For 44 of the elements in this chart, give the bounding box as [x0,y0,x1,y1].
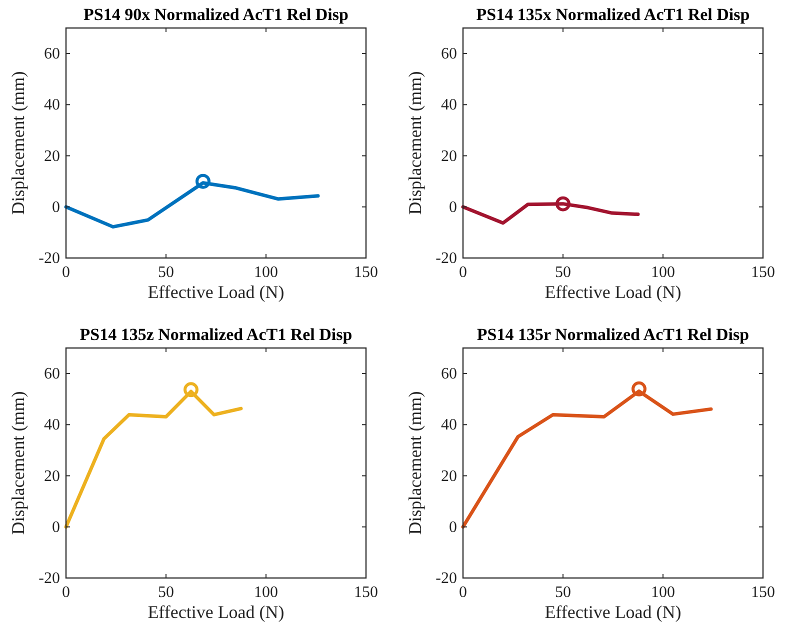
chart-title: PS14 135z Normalized AcT1 Rel Disp [80,325,352,344]
y-tick-label: -20 [38,250,60,267]
x-tick-label: 100 [651,584,675,601]
x-axis-title: Effective Load (N) [148,282,284,302]
x-tick-label: 100 [254,584,278,601]
y-tick-label: 0 [52,198,60,216]
y-tick-label: -20 [38,570,60,587]
chart-title: PS14 135x Normalized AcT1 Rel Disp [476,5,750,24]
y-tick-label: 0 [449,518,457,536]
y-axis-title: Displacement (mm) [405,391,425,535]
x-tick-label: 50 [158,264,174,281]
x-tick-label: 150 [751,264,775,281]
y-tick-label: 40 [44,96,60,114]
y-axis-title: Displacement (mm) [8,391,28,535]
x-axis-title: Effective Load (N) [544,282,682,302]
y-tick-label: 20 [441,148,457,165]
x-tick-label: 50 [555,264,571,281]
chart-title: PS14 90x Normalized AcT1 Rel Disp [84,5,348,24]
x-axis-title: Effective Load (N) [148,602,284,622]
y-tick-label: -20 [436,570,457,587]
y-tick-label: 60 [44,46,60,63]
x-tick-label: 50 [555,584,571,601]
y-tick-label: 20 [441,468,457,485]
y-tick-label: 60 [44,366,60,383]
y-tick-label: 40 [441,416,457,434]
x-tick-label: 50 [158,584,174,601]
chart-title: PS14 135r Normalized AcT1 Rel Disp [476,325,750,344]
x-tick-label: 150 [354,584,378,601]
y-tick-label: 20 [44,468,60,485]
y-tick-label: 40 [441,96,457,114]
x-tick-label: 100 [254,264,278,281]
y-tick-label: 60 [441,366,457,383]
y-tick-label: 60 [441,46,457,63]
y-tick-label: 0 [52,518,60,536]
y-tick-label: -20 [436,250,457,267]
y-tick-label: 40 [44,416,60,434]
x-axis-title: Effective Load (N) [544,602,682,622]
y-axis-title: Displacement (mm) [8,71,28,215]
x-tick-label: 150 [751,584,775,601]
y-axis-title: Displacement (mm) [405,71,425,215]
y-tick-label: 0 [449,198,457,216]
x-tick-label: 150 [354,264,378,281]
x-tick-label: 100 [651,264,675,281]
y-tick-label: 20 [44,148,60,165]
